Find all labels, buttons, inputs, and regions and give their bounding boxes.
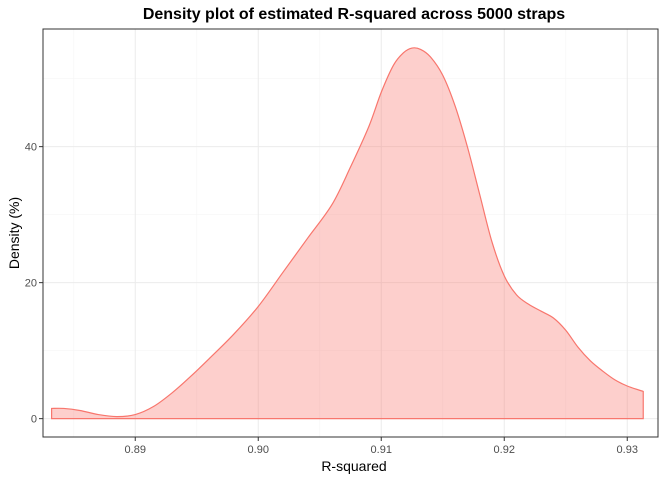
y-tick-label: 20 — [25, 278, 37, 290]
x-tick-label: 0.92 — [494, 444, 515, 456]
panel-border — [42, 28, 659, 438]
y-tick-label: 0 — [31, 414, 37, 426]
y-axis-title: Density (%) — [6, 197, 22, 269]
panel-background — [43, 29, 658, 437]
y-axis: 0 20 40 — [25, 142, 43, 426]
x-tick-label: 0.89 — [125, 444, 146, 456]
density-line — [51, 47, 644, 420]
x-tick-label: 0.93 — [617, 444, 638, 456]
x-axis: 0.89 0.90 0.91 0.92 0.93 — [125, 437, 638, 456]
density-area — [51, 47, 644, 419]
y-tick-label: 40 — [25, 142, 37, 154]
x-tick-label: 0.91 — [371, 444, 392, 456]
chart-title: Density plot of estimated R-squared acro… — [143, 6, 565, 23]
x-axis-title: R-squared — [321, 458, 386, 474]
x-tick-label: 0.90 — [248, 444, 269, 456]
